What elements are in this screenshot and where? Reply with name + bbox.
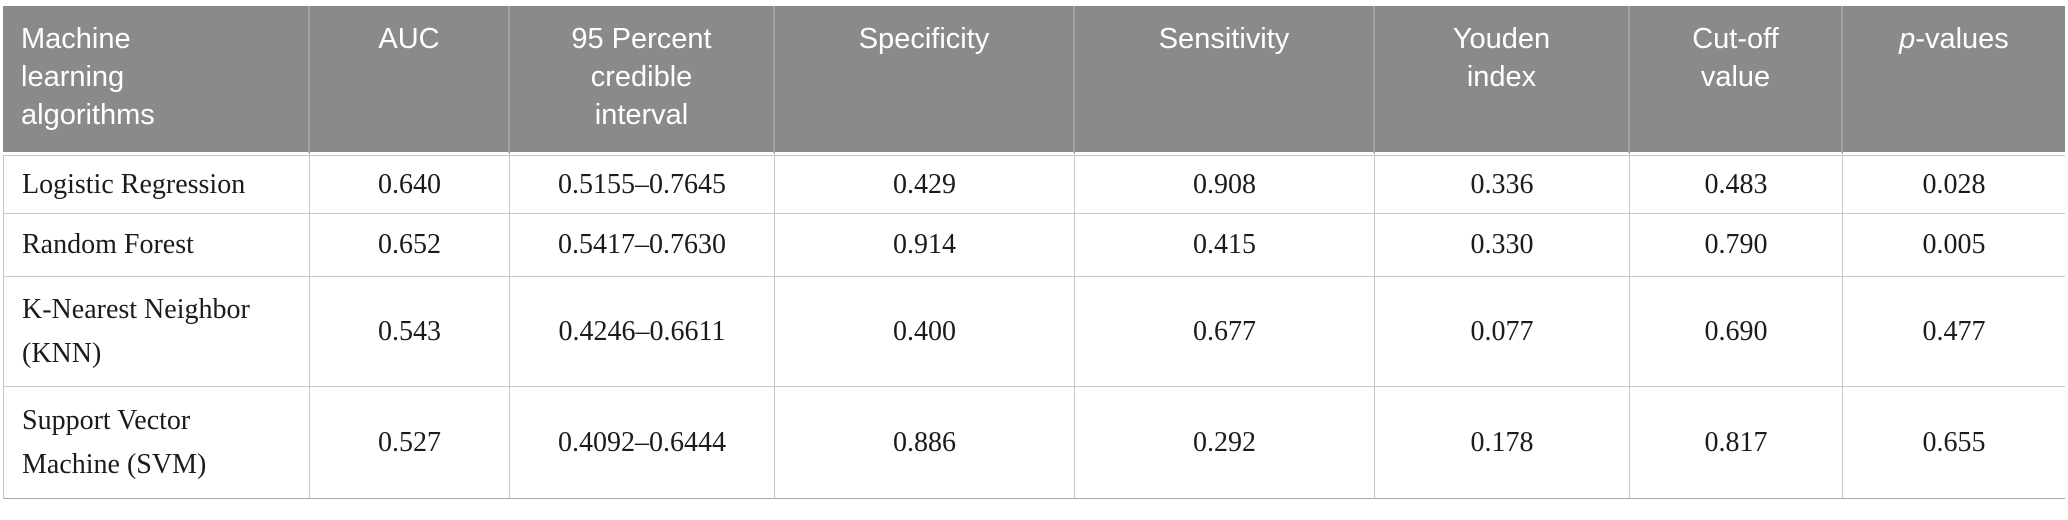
algorithm-label: Random Forest [22, 229, 194, 260]
header-row: Machine learning algorithms AUC 95 Perce… [3, 6, 2065, 155]
knn-name: K-Nearest Neighbor (KNN) [3, 277, 310, 387]
logistic-regression-pvalue: 0.028 [1843, 155, 2065, 214]
random-forest-sensitivity: 0.415 [1075, 214, 1375, 277]
table-container: Machine learning algorithms AUC 95 Perce… [3, 6, 2065, 499]
header-specificity: Specificity [775, 6, 1075, 155]
svm-cutoff: 0.817 [1630, 387, 1843, 499]
svm-sensitivity: 0.292 [1075, 387, 1375, 499]
header-machine-learning-algorithms: Machine learning algorithms [3, 6, 310, 155]
header-label: Sensitivity [1158, 23, 1290, 55]
header-label: AUC [378, 23, 440, 55]
knn-cutoff: 0.690 [1630, 277, 1843, 387]
svm-youden: 0.178 [1375, 387, 1630, 499]
header-label: 95 Percent credible interval [571, 23, 712, 131]
logistic-regression-cutoff: 0.483 [1630, 155, 1843, 214]
header-label: Youden index [1452, 23, 1551, 93]
table-row-svm: Support Vector Machine (SVM) 0.527 0.409… [3, 387, 2065, 499]
header-label: Machine learning algorithms [21, 23, 155, 131]
header-p-rest: -values [1915, 23, 2009, 55]
header-p-italic: p [1899, 23, 1916, 55]
ml-performance-table: Machine learning algorithms AUC 95 Perce… [3, 6, 2065, 499]
table-row-knn: K-Nearest Neighbor (KNN) 0.543 0.4246–0.… [3, 277, 2065, 387]
logistic-regression-youden: 0.336 [1375, 155, 1630, 214]
random-forest-pvalue: 0.005 [1843, 214, 2065, 277]
random-forest-name: Random Forest [3, 214, 310, 277]
table-header: Machine learning algorithms AUC 95 Perce… [3, 6, 2065, 155]
random-forest-specificity: 0.914 [775, 214, 1075, 277]
knn-auc: 0.543 [310, 277, 510, 387]
header-label: Specificity [858, 23, 990, 55]
logistic-regression-auc: 0.640 [310, 155, 510, 214]
svm-auc: 0.527 [310, 387, 510, 499]
logistic-regression-specificity: 0.429 [775, 155, 1075, 214]
header-sensitivity: Sensitivity [1075, 6, 1375, 155]
header-p-values: p-values [1843, 6, 2065, 155]
logistic-regression-ci: 0.5155–0.7645 [510, 155, 775, 214]
random-forest-youden: 0.330 [1375, 214, 1630, 277]
knn-youden: 0.077 [1375, 277, 1630, 387]
random-forest-ci: 0.5417–0.7630 [510, 214, 775, 277]
svm-ci: 0.4092–0.6444 [510, 387, 775, 499]
algorithm-label: Logistic Regression [22, 168, 246, 200]
knn-sensitivity: 0.677 [1075, 277, 1375, 387]
header-credible-interval: 95 Percent credible interval [510, 6, 775, 155]
knn-pvalue: 0.477 [1843, 277, 2065, 387]
algorithm-label: Support Vector Machine (SVM) [22, 404, 207, 480]
knn-ci: 0.4246–0.6611 [510, 277, 775, 387]
svm-pvalue: 0.655 [1843, 387, 2065, 499]
knn-specificity: 0.400 [775, 277, 1075, 387]
header-label: Cut-off value [1692, 23, 1779, 93]
header-cutoff-value: Cut-off value [1630, 6, 1843, 155]
header-youden-index: Youden index [1375, 6, 1630, 155]
svm-specificity: 0.886 [775, 387, 1075, 499]
logistic-regression-name: Logistic Regression [3, 155, 310, 214]
algorithm-label: K-Nearest Neighbor (KNN) [22, 293, 250, 369]
table-row-random-forest: Random Forest 0.652 0.5417–0.7630 0.914 … [3, 214, 2065, 277]
random-forest-cutoff: 0.790 [1630, 214, 1843, 277]
table-row-logistic-regression: Logistic Regression 0.640 0.5155–0.7645 … [3, 155, 2065, 214]
header-auc: AUC [310, 6, 510, 155]
logistic-regression-sensitivity: 0.908 [1075, 155, 1375, 214]
table-body: Logistic Regression 0.640 0.5155–0.7645 … [3, 155, 2065, 499]
random-forest-auc: 0.652 [310, 214, 510, 277]
svm-name: Support Vector Machine (SVM) [3, 387, 310, 499]
